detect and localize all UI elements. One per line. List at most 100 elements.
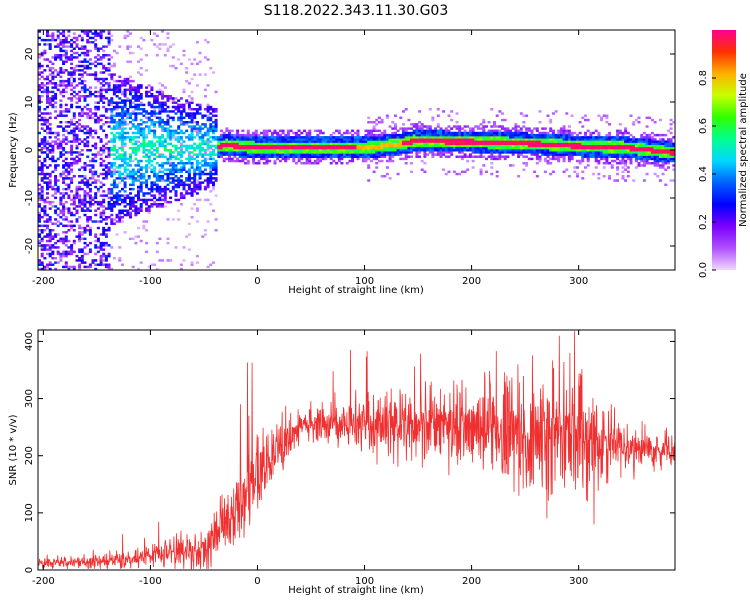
heatmap-cell: [236, 151, 239, 153]
heatmap-cell: [423, 162, 426, 164]
heatmap-cell: [43, 246, 46, 248]
heatmap-cell: [472, 166, 475, 168]
heatmap-cell: [351, 158, 354, 160]
heatmap-cell: [126, 158, 129, 160]
heatmap-cell: [43, 136, 46, 138]
heatmap-cell: [51, 149, 54, 151]
heatmap-cell: [482, 132, 485, 134]
heatmap-cell: [276, 132, 279, 134]
heatmap-cell: [415, 130, 418, 132]
heatmap-cell: [67, 184, 70, 186]
heatmap-cell: [132, 238, 135, 240]
heatmap-cell: [158, 179, 161, 181]
heatmap-cell: [145, 186, 148, 188]
heatmap-cell: [306, 136, 309, 138]
heatmap-cell: [129, 61, 132, 63]
heatmap-cell: [156, 177, 159, 179]
heatmap-cell: [258, 143, 261, 145]
heatmap-cell: [89, 91, 92, 93]
heatmap-cell: [175, 138, 178, 140]
heatmap-cell: [351, 130, 354, 132]
heatmap-cell: [132, 119, 135, 121]
heatmap-cell: [453, 132, 456, 134]
heatmap-cell: [78, 197, 81, 199]
heatmap-cell: [249, 140, 252, 142]
heatmap-cell: [319, 136, 322, 138]
heatmap-cell: [164, 201, 167, 203]
heatmap-cell: [59, 253, 62, 255]
heatmap-cell: [137, 210, 140, 212]
heatmap-cell: [367, 156, 370, 158]
heatmap-cell: [43, 89, 46, 91]
heatmap-cell: [600, 156, 603, 158]
heatmap-cell: [426, 143, 429, 145]
heatmap-cell: [49, 207, 52, 209]
heatmap-cell: [215, 145, 218, 147]
heatmap-cell: [349, 147, 352, 149]
heatmap-cell: [177, 218, 180, 220]
heatmap-cell: [191, 130, 194, 132]
heatmap-cell: [207, 106, 210, 108]
heatmap-cell: [605, 162, 608, 164]
heatmap-cell: [81, 48, 84, 50]
heatmap-cell: [54, 261, 57, 263]
heatmap-cell: [399, 138, 402, 140]
heatmap-cell: [605, 153, 608, 155]
heatmap-cell: [549, 121, 552, 123]
heatmap-cell: [97, 264, 100, 266]
heatmap-cell: [108, 69, 111, 71]
heatmap-cell: [209, 140, 212, 142]
heatmap-cell: [110, 115, 113, 117]
heatmap-cell: [608, 175, 611, 177]
heatmap-cell: [164, 186, 167, 188]
heatmap-cell: [354, 147, 357, 149]
heatmap-cell: [70, 225, 73, 227]
heatmap-cell: [418, 149, 421, 151]
heatmap-cell: [496, 140, 499, 142]
heatmap-cell: [73, 52, 76, 54]
heatmap-cell: [290, 130, 293, 132]
heatmap-cell: [338, 145, 341, 147]
heatmap-cell: [185, 145, 188, 147]
heatmap-cell: [76, 140, 79, 142]
heatmap-cell: [346, 153, 349, 155]
heatmap-cell: [646, 151, 649, 153]
heatmap-cell: [100, 214, 103, 216]
heatmap-cell: [587, 119, 590, 121]
heatmap-cell: [97, 251, 100, 253]
heatmap-cell: [51, 156, 54, 158]
heatmap-cell: [651, 151, 654, 153]
heatmap-cell: [442, 140, 445, 142]
heatmap-cell: [100, 257, 103, 259]
heatmap-cell: [539, 147, 542, 149]
heatmap-cell: [378, 138, 381, 140]
heatmap-cell: [161, 134, 164, 136]
heatmap-cell: [512, 136, 515, 138]
heatmap-cell: [129, 216, 132, 218]
heatmap-cell: [568, 158, 571, 160]
heatmap-cell: [81, 233, 84, 235]
heatmap-cell: [381, 147, 384, 149]
heatmap-cell: [448, 140, 451, 142]
heatmap-cell: [632, 153, 635, 155]
heatmap-cell: [70, 244, 73, 246]
heatmap-cell: [485, 138, 488, 140]
heatmap-cell: [555, 138, 558, 140]
heatmap-cell: [113, 106, 116, 108]
heatmap-cell: [196, 130, 199, 132]
heatmap-cell: [349, 160, 352, 162]
heatmap-cell: [102, 71, 105, 73]
heatmap-cell: [81, 201, 84, 203]
heatmap-cell: [346, 132, 349, 134]
heatmap-cell: [116, 86, 119, 88]
heatmap-cell: [67, 71, 70, 73]
heatmap-cell: [308, 132, 311, 134]
heatmap-cell: [597, 140, 600, 142]
heatmap-cell: [150, 169, 153, 171]
heatmap-cell: [100, 97, 103, 99]
heatmap-cell: [193, 203, 196, 205]
heatmap-cell: [105, 82, 108, 84]
heatmap-cell: [164, 149, 167, 151]
heatmap-cell: [41, 147, 44, 149]
heatmap-cell: [148, 117, 151, 119]
